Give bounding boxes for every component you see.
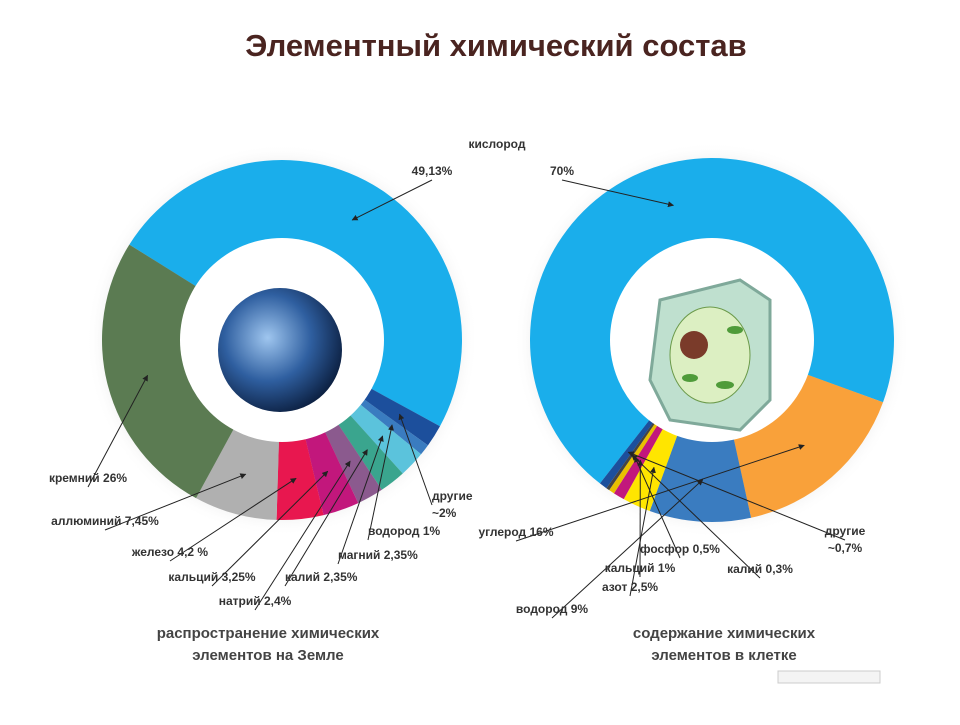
data-label: водород 1% (368, 524, 440, 538)
value-label: 2,5% (631, 580, 659, 594)
data-label: натрий 2,4% (219, 594, 292, 608)
data-label: азот 2,5% (602, 580, 658, 594)
value-label: 26% (103, 471, 127, 485)
category-label: фосфор (640, 542, 689, 556)
title: Элементный химический состав (245, 28, 746, 63)
category-label: кальций (605, 561, 655, 575)
value-label: 2,4% (264, 594, 292, 608)
value-label: ~2% (432, 506, 457, 520)
category-label: другие (825, 524, 866, 538)
earth-image (218, 288, 342, 412)
caption: элементов на Земле (192, 647, 343, 664)
value-label: 2,35% (384, 548, 418, 562)
value-label: 7,45% (125, 514, 159, 528)
data-label: фосфор 0,5% (640, 542, 720, 556)
data-label: кальций 3,25% (168, 570, 256, 584)
caption: содержание химических (633, 625, 816, 642)
data-label: водород 9% (516, 602, 588, 616)
data-label: кремний 26% (49, 471, 127, 485)
category-label: калий (285, 570, 320, 584)
value-label: 16% (529, 525, 553, 539)
value-label: 1% (658, 561, 676, 575)
value-label: 0,5% (693, 542, 721, 556)
category-label: железо (131, 545, 174, 559)
cell-image (650, 280, 770, 430)
category-label: калий (727, 562, 762, 576)
value-label: 70% (550, 164, 574, 178)
category-label: аллюминий (51, 514, 121, 528)
data-label: магний 2,35% (338, 548, 418, 562)
data-label: углерод 16% (478, 525, 553, 539)
caption: распространение химических (157, 625, 380, 642)
category-label: кальций (168, 570, 218, 584)
category-label: другие (432, 489, 473, 503)
category-label: водород (516, 602, 568, 616)
value-label: 9% (571, 602, 589, 616)
data-label: другие ~2% (432, 489, 473, 520)
data-label: железо 4,2 % (131, 545, 209, 559)
data-label: калий 2,35% (285, 570, 358, 584)
value-label: 1% (423, 524, 441, 538)
category-label: водород (368, 524, 420, 538)
ui-fragment (778, 671, 880, 683)
value-label: 3,25% (222, 570, 256, 584)
data-label: калий 0,3% (727, 562, 793, 576)
category-label: натрий (219, 594, 261, 608)
category-label: углерод (478, 525, 526, 539)
annotation: кислород (469, 137, 526, 151)
data-label: кальций 1% (605, 561, 676, 575)
caption: элементов в клетке (651, 647, 796, 664)
data-label: 70% (550, 164, 574, 178)
category-label: магний (338, 548, 380, 562)
category-label: азот (602, 580, 628, 594)
data-label: 49,13% (412, 164, 453, 178)
category-label: кремний (49, 471, 100, 485)
value-label: 49,13% (412, 164, 453, 178)
value-label: 2,35% (323, 570, 357, 584)
value-label: ~0,7% (828, 541, 863, 555)
data-label: аллюминий 7,45% (51, 514, 159, 528)
data-label: другие ~0,7% (825, 524, 866, 555)
value-label: 0,3% (766, 562, 794, 576)
value-label: 4,2 % (177, 545, 208, 559)
